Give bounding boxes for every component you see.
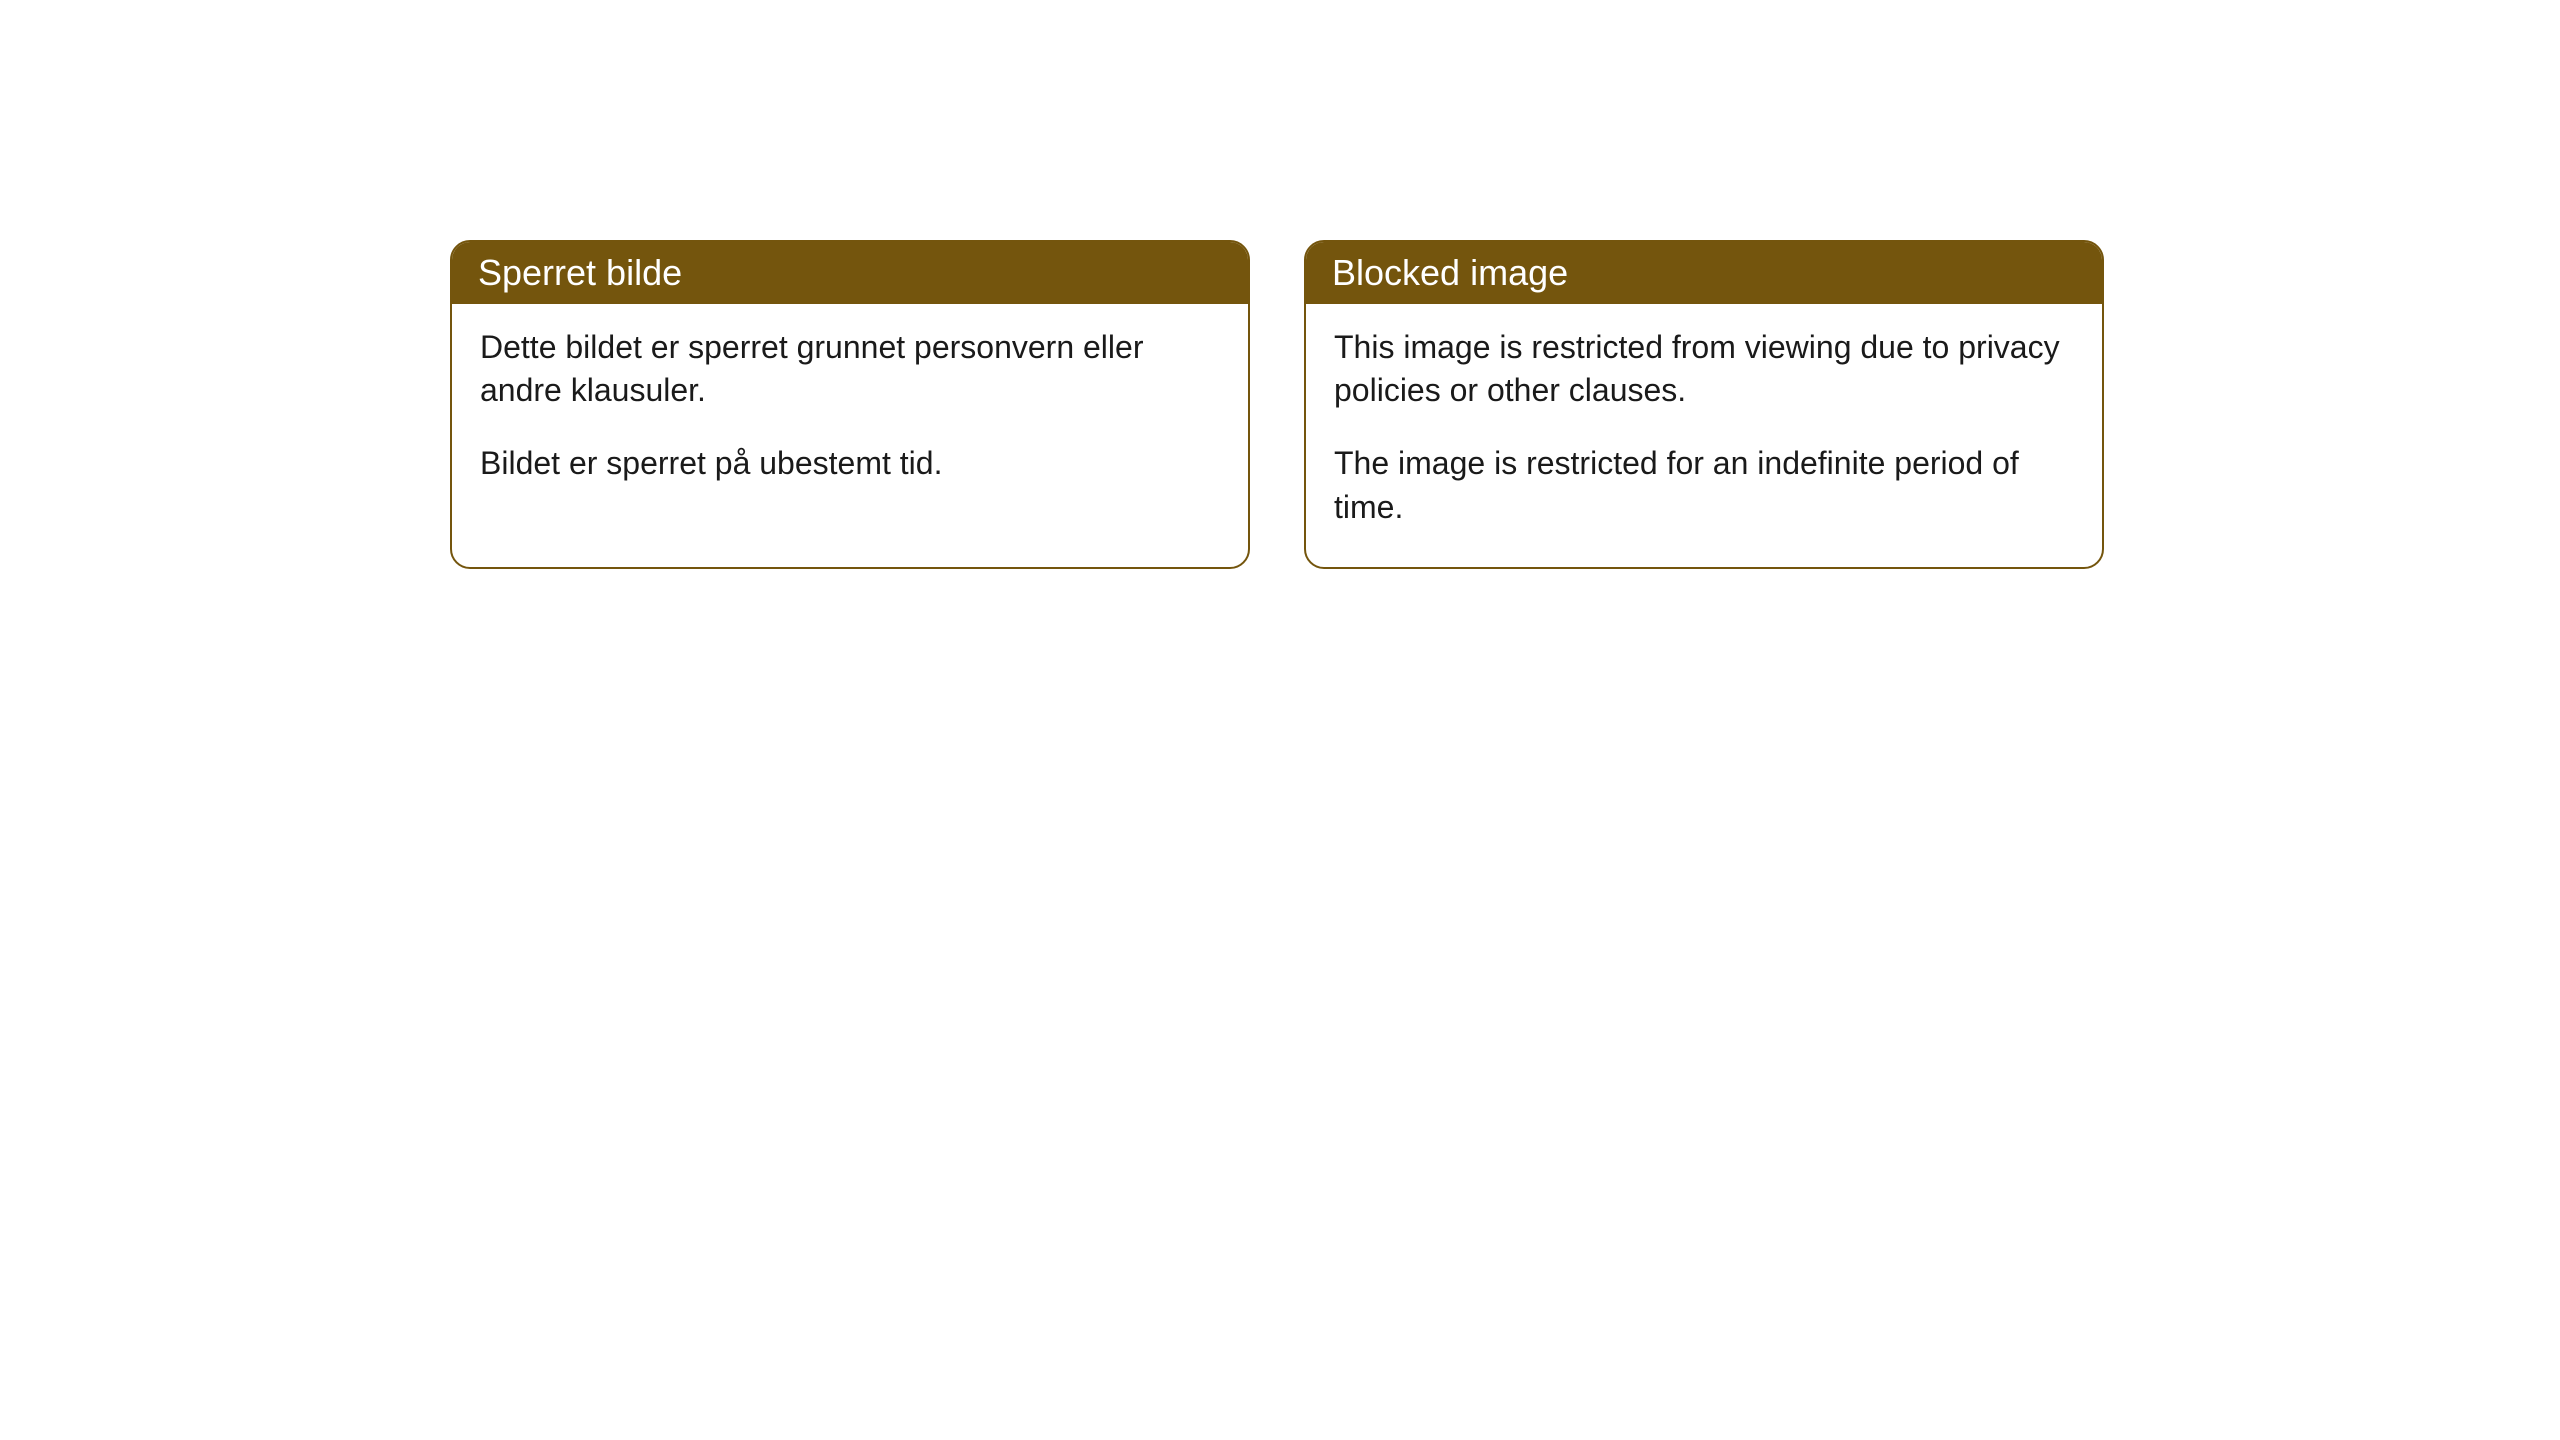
blocked-image-card-norwegian: Sperret bilde Dette bildet er sperret gr…: [450, 240, 1250, 569]
card-header-english: Blocked image: [1306, 242, 2102, 304]
card-paragraph-1-norwegian: Dette bildet er sperret grunnet personve…: [480, 326, 1220, 412]
blocked-image-card-english: Blocked image This image is restricted f…: [1304, 240, 2104, 569]
card-body-english: This image is restricted from viewing du…: [1306, 304, 2102, 567]
card-body-norwegian: Dette bildet er sperret grunnet personve…: [452, 304, 1248, 524]
card-paragraph-2-norwegian: Bildet er sperret på ubestemt tid.: [480, 442, 1220, 485]
card-header-norwegian: Sperret bilde: [452, 242, 1248, 304]
card-paragraph-2-english: The image is restricted for an indefinit…: [1334, 442, 2074, 528]
notice-cards-container: Sperret bilde Dette bildet er sperret gr…: [450, 240, 2104, 569]
card-paragraph-1-english: This image is restricted from viewing du…: [1334, 326, 2074, 412]
